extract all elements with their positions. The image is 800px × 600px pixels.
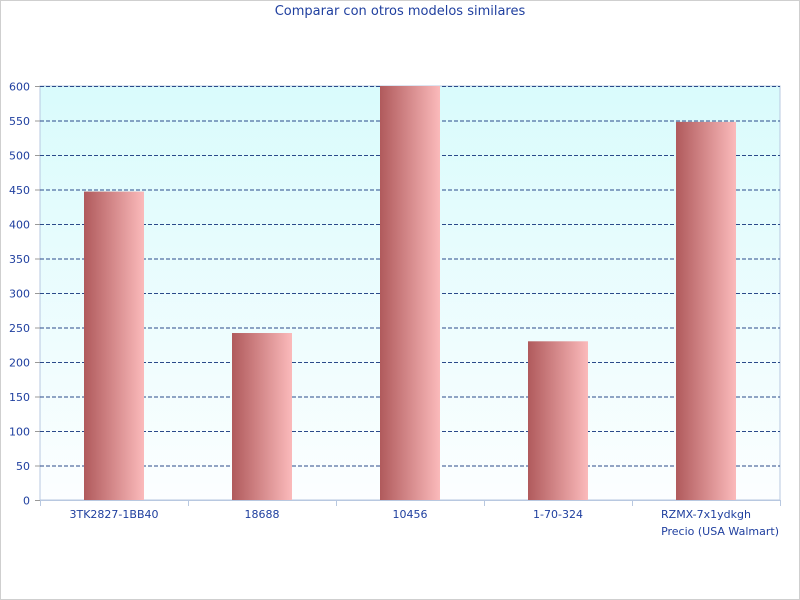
x-tick-label: 18688 [245,508,280,521]
x-axis: 3TK2827-1BB40 18688 10456 1-70-324 RZMX-7x1y… [40,500,781,521]
y-tick-label: 500 [9,150,30,163]
y-tick-label: 0 [23,495,30,508]
y-tick-label: 600 [9,81,30,94]
y-tick-label: 50 [16,460,30,473]
y-tick-label: 550 [9,115,30,128]
y-tick-label: 450 [9,184,30,197]
x-tick-label: 3TK2827-1BB40 [70,508,159,521]
bar [380,86,440,500]
bar [84,191,144,500]
y-tick-label: 250 [9,322,30,335]
x-tick-label: 10456 [393,508,428,521]
y-tick-label: 400 [9,219,30,232]
y-tick-label: 100 [9,426,30,439]
bar [232,333,292,500]
y-tick-label: 300 [9,288,30,301]
x-axis-title: Precio (USA Walmart) [661,525,779,538]
chart-title: Comparar con otros modelos similares [274,4,526,19]
y-tick-label: 200 [9,357,30,370]
x-tick-label: RZMX-7x1ydkgh [661,508,751,521]
x-tick-label: 1-70-324 [533,508,583,521]
y-axis: 0 50 100 150 200 250 300 350 400 450 500 550 600 [9,81,40,508]
y-tick-label: 150 [9,391,30,404]
bar [676,121,736,500]
bars [84,86,736,500]
y-tick-label: 350 [9,253,30,266]
bar [528,341,588,500]
